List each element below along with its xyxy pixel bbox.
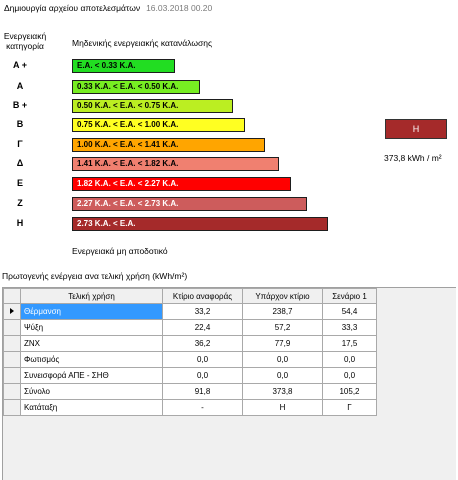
- use-cell[interactable]: Συνεισφορά ΑΠΕ - ΣΗΘ: [20, 367, 163, 384]
- table-row[interactable]: Συνεισφορά ΑΠΕ - ΣΗΘ 0,0 0,0 0,0: [3, 367, 377, 384]
- scenario-cell[interactable]: 17,5: [322, 335, 377, 352]
- table-row[interactable]: Ψύξη 22,4 57,2 33,3: [3, 319, 377, 336]
- row-header[interactable]: [3, 303, 21, 320]
- scenario-cell[interactable]: Γ: [322, 399, 377, 416]
- scenario-cell[interactable]: 0,0: [322, 351, 377, 368]
- column-header-use[interactable]: Τελική χρήση: [20, 288, 163, 304]
- category-label: Δ: [16, 158, 24, 168]
- existing-cell[interactable]: 0,0: [242, 351, 323, 368]
- category-title-line2: κατηγορία: [6, 41, 44, 51]
- table-title: Πρωτογενής ενέργεια ανα τελική χρήση (kW…: [2, 271, 188, 281]
- scale-top-label: Μηδενικής ενεργειακής κατανάλωσης: [72, 38, 213, 48]
- table-row[interactable]: Σύνολο 91,8 373,8 105,2: [3, 383, 377, 400]
- energy-class-bar: 0.50 K.A. < E.A. < 0.75 K.A.: [72, 99, 233, 113]
- table-row[interactable]: Θέρμανση 33,2 238,7 54,4: [3, 303, 377, 320]
- table-row[interactable]: ΖΝΧ 36,2 77,9 17,5: [3, 335, 377, 352]
- row-header[interactable]: [3, 399, 21, 416]
- energy-class-bar: 1.00 K.A. < E.A. < 1.41 K.A.: [72, 138, 265, 152]
- category-label: Z: [17, 198, 23, 208]
- table-row[interactable]: Φωτισμός 0,0 0,0 0,0: [3, 351, 377, 368]
- header-date: 16.03.2018 00.20: [146, 3, 213, 13]
- use-cell[interactable]: ΖΝΧ: [20, 335, 163, 352]
- energy-class-bar: 0.33 K.A. < E.A. < 0.50 K.A.: [72, 80, 200, 94]
- existing-cell[interactable]: 0,0: [242, 367, 323, 384]
- reference-cell[interactable]: 22,4: [162, 319, 243, 336]
- row-header[interactable]: [3, 351, 21, 368]
- reference-cell[interactable]: -: [162, 399, 243, 416]
- result-category-badge: H: [385, 119, 447, 139]
- energy-class-bar: 0.75 K.A. < E.A. < 1.00 K.A.: [72, 118, 245, 132]
- use-cell[interactable]: Θέρμανση: [20, 303, 163, 320]
- results-table: Τελική χρήση Κτίριο αναφοράς Υπάρχον κτί…: [3, 288, 377, 416]
- scenario-cell[interactable]: 105,2: [322, 383, 377, 400]
- use-cell[interactable]: Ψύξη: [20, 319, 163, 336]
- window-header: Δημιουργία αρχείου αποτελεσμάτων 16.03.20…: [4, 3, 212, 13]
- result-value: 373,8 kWh / m²: [384, 153, 442, 163]
- category-column-title: Ενεργειακή κατηγορία: [2, 31, 48, 51]
- reference-cell[interactable]: 91,8: [162, 383, 243, 400]
- scenario-cell[interactable]: 54,4: [322, 303, 377, 320]
- existing-cell[interactable]: 373,8: [242, 383, 323, 400]
- column-header-reference[interactable]: Κτίριο αναφοράς: [162, 288, 243, 304]
- use-cell[interactable]: Κατάταξη: [20, 399, 163, 416]
- scale-bottom-label: Ενεργειακά μη αποδοτικό: [72, 246, 168, 256]
- reference-cell[interactable]: 0,0: [162, 367, 243, 384]
- reference-cell[interactable]: 33,2: [162, 303, 243, 320]
- existing-cell[interactable]: 238,7: [242, 303, 323, 320]
- row-header[interactable]: [3, 319, 21, 336]
- scenario-cell[interactable]: 33,3: [322, 319, 377, 336]
- table-row[interactable]: Κατάταξη - H Γ: [3, 399, 377, 416]
- category-label: H: [16, 218, 24, 228]
- category-label: A +: [13, 60, 27, 70]
- reference-cell[interactable]: 36,2: [162, 335, 243, 352]
- category-title-line1: Ενεργειακή: [3, 31, 47, 41]
- row-header[interactable]: [3, 367, 21, 384]
- reference-cell[interactable]: 0,0: [162, 351, 243, 368]
- category-label: E: [16, 178, 23, 188]
- corner-header: [3, 288, 21, 304]
- column-header-existing[interactable]: Υπάρχον κτίριο: [242, 288, 323, 304]
- table-header-row: Τελική χρήση Κτίριο αναφοράς Υπάρχον κτί…: [3, 288, 377, 304]
- results-grid[interactable]: Τελική χρήση Κτίριο αναφοράς Υπάρχον κτί…: [2, 287, 456, 480]
- energy-class-bar: 2.27 K.A. < E.A. < 2.73 K.A.: [72, 197, 307, 211]
- row-header[interactable]: [3, 383, 21, 400]
- current-row-arrow-icon: [10, 308, 14, 314]
- category-label: B +: [12, 100, 28, 110]
- column-header-scenario[interactable]: Σενάριο 1: [322, 288, 377, 304]
- existing-cell[interactable]: H: [242, 399, 323, 416]
- category-label: B: [16, 119, 24, 129]
- row-header[interactable]: [3, 335, 21, 352]
- energy-class-bar: E.A. < 0.33 K.A.: [72, 59, 175, 73]
- use-cell[interactable]: Φωτισμός: [20, 351, 163, 368]
- existing-cell[interactable]: 57,2: [242, 319, 323, 336]
- energy-class-bar: 1.41 K.A. < E.A. < 1.82 K.A.: [72, 157, 279, 171]
- use-cell[interactable]: Σύνολο: [20, 383, 163, 400]
- scenario-cell[interactable]: 0,0: [322, 367, 377, 384]
- energy-class-bar: 1.82 K.A. < E.A. < 2.27 K.A.: [72, 177, 291, 191]
- header-title: Δημιουργία αρχείου αποτελεσμάτων: [4, 3, 141, 13]
- category-label: A: [16, 81, 24, 91]
- energy-class-bar: 2.73 K.A. < E.A.: [72, 217, 328, 231]
- category-label: Γ: [17, 139, 23, 149]
- existing-cell[interactable]: 77,9: [242, 335, 323, 352]
